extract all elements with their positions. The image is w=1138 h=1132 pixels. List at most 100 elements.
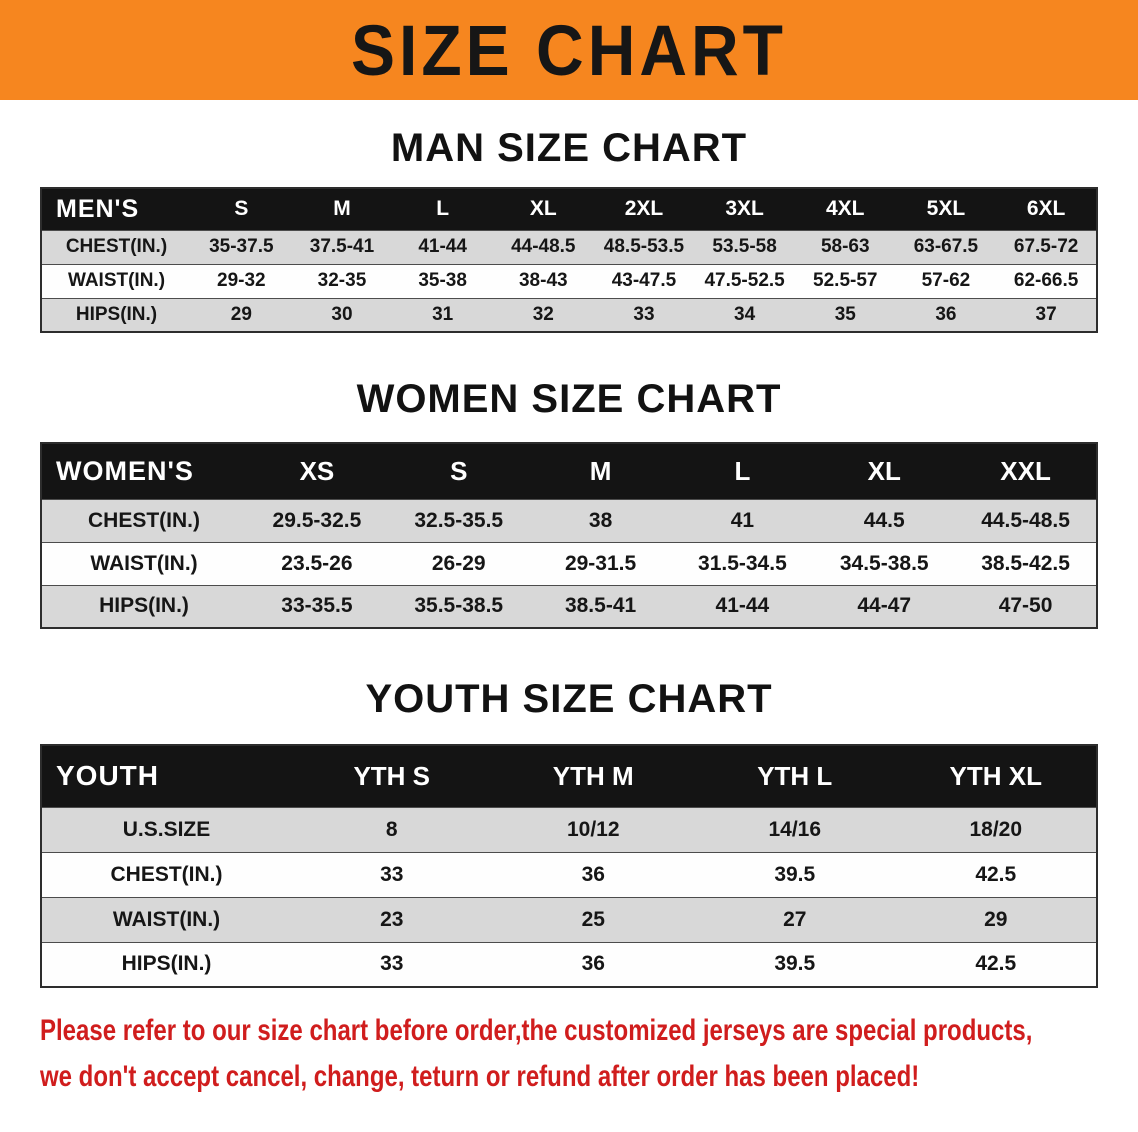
row-label: WAIST(IN.) [41, 541, 246, 586]
size-value: 8 [291, 806, 493, 853]
table-row: CHEST(IN.) 33 36 39.5 42.5 [41, 851, 1097, 898]
column-header: YTH L [694, 745, 896, 807]
table-row: HIPS(IN.) 33 36 39.5 42.5 [41, 941, 1097, 988]
size-value: 52.5-57 [794, 263, 896, 299]
row-label: HIPS(IN.) [41, 941, 291, 988]
column-header: 5XL [895, 188, 997, 230]
size-value: 42.5 [895, 851, 1097, 898]
women-size-table: WOMEN'S XS S M L XL XXL CHEST(IN.) 29.5-32.5 32.5… [40, 442, 1098, 629]
table-row: CHEST(IN.) 29.5-32.5 32.5-35.5 38 41 44.5 44.5… [41, 498, 1097, 543]
row-label: WAIST(IN.) [41, 263, 191, 299]
row-label: U.S.SIZE [41, 806, 291, 853]
men-section-heading: MAN SIZE CHART [390, 126, 748, 170]
table-row: WAIST(IN.) 23.5-26 26-29 29-31.5 31.5-34.5 34… [41, 541, 1097, 586]
youth-section-heading: YOUTH SIZE CHART [365, 677, 773, 721]
size-value: 41 [671, 498, 814, 543]
column-header: XL [813, 443, 956, 499]
size-value: 67.5-72 [996, 229, 1097, 265]
size-value: 32-35 [291, 263, 393, 299]
size-value: 33 [593, 297, 695, 333]
size-value: 29 [895, 896, 1097, 943]
youth-size-section: YOUTH SIZE CHART YOUTH YTH S YTH M YTH L YTH… [0, 677, 1138, 988]
size-value: 44.5-48.5 [955, 498, 1097, 543]
size-value: 38-43 [492, 263, 594, 299]
size-value: 18/20 [895, 806, 1097, 853]
column-header: L [671, 443, 814, 499]
size-value: 31 [392, 297, 493, 333]
column-header: L [392, 188, 493, 230]
size-value: 33-35.5 [246, 584, 388, 629]
row-label: HIPS(IN.) [41, 584, 246, 629]
column-header: YTH M [492, 745, 694, 807]
size-chart-page: SIZE CHART MAN SIZE CHART MEN'S S M L XL 2XL 3… [0, 0, 1138, 1094]
table-title-cell: MEN'S [41, 188, 191, 230]
banner: SIZE CHART [0, 0, 1138, 100]
row-label: CHEST(IN.) [41, 498, 246, 543]
size-value: 39.5 [694, 851, 896, 898]
size-value: 23 [291, 896, 493, 943]
size-value: 44.5 [813, 498, 956, 543]
column-header: 4XL [794, 188, 896, 230]
table-title-cell: YOUTH [41, 745, 291, 807]
size-value: 32 [492, 297, 594, 333]
size-value: 53.5-58 [694, 229, 795, 265]
disclaimer: Please refer to our size chart before or… [40, 1014, 1138, 1094]
size-value: 38.5-42.5 [955, 541, 1097, 586]
size-value: 27 [694, 896, 896, 943]
size-value: 36 [895, 297, 997, 333]
table-header-row: MEN'S S M L XL 2XL 3XL 4XL 5XL 6XL [41, 188, 1097, 230]
row-label: HIPS(IN.) [41, 297, 191, 333]
table-row: WAIST(IN.) 23 25 27 29 [41, 896, 1097, 943]
page-title: SIZE CHART [351, 10, 787, 90]
size-value: 29-31.5 [529, 541, 672, 586]
size-value: 31.5-34.5 [671, 541, 814, 586]
size-value: 26-29 [387, 541, 530, 586]
men-size-table: MEN'S S M L XL 2XL 3XL 4XL 5XL 6XL CHEST(IN.) 35-37… [40, 187, 1098, 333]
size-value: 44-47 [813, 584, 956, 629]
size-value: 37 [996, 297, 1097, 333]
size-value: 23.5-26 [246, 541, 388, 586]
table-header-row: WOMEN'S XS S M L XL XXL [41, 443, 1097, 499]
size-value: 29.5-32.5 [246, 498, 388, 543]
size-value: 38.5-41 [529, 584, 672, 629]
table-row: HIPS(IN.) 29 30 31 32 33 34 35 36 37 [41, 297, 1097, 333]
size-value: 37.5-41 [291, 229, 393, 265]
table-title-cell: WOMEN'S [41, 443, 246, 499]
size-value: 10/12 [492, 806, 694, 853]
size-value: 41-44 [671, 584, 814, 629]
size-value: 29 [191, 297, 292, 333]
size-value: 43-47.5 [593, 263, 695, 299]
row-label: WAIST(IN.) [41, 896, 291, 943]
column-header: XS [246, 443, 388, 499]
table-row: WAIST(IN.) 29-32 32-35 35-38 38-43 43-47.5 47.… [41, 263, 1097, 299]
size-value: 35-38 [392, 263, 493, 299]
size-value: 39.5 [694, 941, 896, 988]
size-value: 35-37.5 [191, 229, 292, 265]
column-header: 6XL [996, 188, 1097, 230]
row-label: CHEST(IN.) [41, 229, 191, 265]
size-value: 62-66.5 [996, 263, 1097, 299]
men-size-section: MAN SIZE CHART MEN'S S M L XL 2XL 3XL 4XL 5XL 6XL… [0, 126, 1138, 333]
size-value: 47-50 [955, 584, 1097, 629]
column-header: S [191, 188, 292, 230]
size-value: 29-32 [191, 263, 292, 299]
column-header: YTH XL [895, 745, 1097, 807]
table-row: U.S.SIZE 8 10/12 14/16 18/20 [41, 806, 1097, 853]
size-value: 63-67.5 [895, 229, 997, 265]
column-header: S [387, 443, 530, 499]
size-value: 30 [291, 297, 393, 333]
size-value: 47.5-52.5 [694, 263, 795, 299]
table-row: CHEST(IN.) 35-37.5 37.5-41 41-44 44-48.5 48.5… [41, 229, 1097, 265]
size-value: 36 [492, 851, 694, 898]
table-header-row: YOUTH YTH S YTH M YTH L YTH XL [41, 745, 1097, 807]
size-value: 58-63 [794, 229, 896, 265]
size-value: 25 [492, 896, 694, 943]
size-value: 34.5-38.5 [813, 541, 956, 586]
column-header: 3XL [694, 188, 795, 230]
women-size-section: WOMEN SIZE CHART WOMEN'S XS S M L XL XXL CHEST(… [0, 377, 1138, 629]
size-value: 38 [529, 498, 672, 543]
women-section-heading: WOMEN SIZE CHART [356, 377, 782, 421]
size-value: 57-62 [895, 263, 997, 299]
size-value: 33 [291, 941, 493, 988]
table-row: HIPS(IN.) 33-35.5 35.5-38.5 38.5-41 41-44 44-… [41, 584, 1097, 629]
